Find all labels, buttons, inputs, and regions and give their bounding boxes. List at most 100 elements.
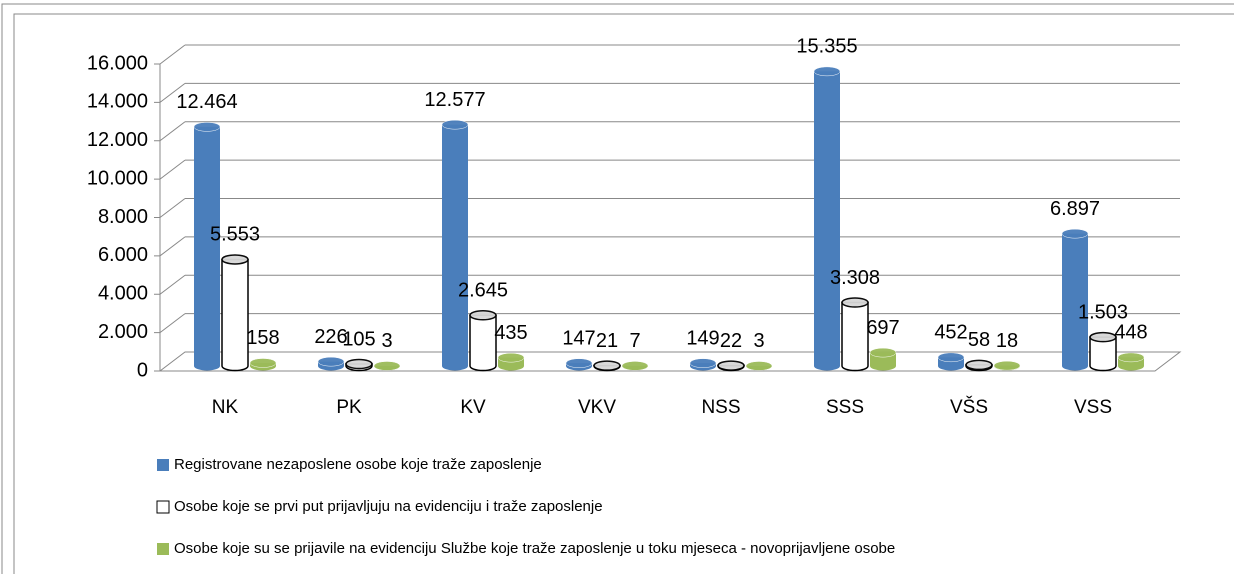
bar-top [221, 254, 249, 265]
bar [1061, 228, 1089, 371]
bar-top [193, 122, 221, 132]
y-tick-label: 2.000 [98, 321, 148, 343]
data-label: 21 [596, 330, 618, 352]
bar-top [813, 66, 841, 77]
bar-top [497, 352, 525, 363]
bar-top [717, 360, 745, 371]
data-label: 2.645 [458, 280, 508, 302]
data-label: 3 [381, 330, 392, 352]
bar [993, 360, 1021, 371]
bar-top [1117, 352, 1145, 363]
bar-top [373, 361, 401, 371]
legend-swatch [157, 543, 169, 555]
x-tick-label: VKV [578, 397, 616, 418]
data-label: 1.503 [1078, 301, 1128, 323]
bar-top [593, 360, 621, 371]
data-label: 7 [629, 330, 640, 352]
legend-label: Registrovane nezaposlene osobe koje traž… [174, 456, 542, 473]
bar-top [689, 358, 717, 368]
y-tick-label: 6.000 [98, 244, 148, 266]
bar-body [841, 301, 869, 372]
bar-top [993, 360, 1021, 371]
grid-line [159, 198, 186, 218]
bar [869, 347, 897, 371]
data-label: 158 [246, 327, 279, 349]
bar [193, 122, 221, 371]
data-label: 22 [720, 330, 742, 352]
data-label: 448 [1114, 322, 1147, 344]
bar [745, 361, 773, 371]
y-tick-label: 16.000 [87, 52, 148, 74]
grid-line [159, 159, 186, 180]
legend-swatch [157, 459, 169, 471]
grid-line [159, 44, 186, 65]
x-tick-label: NK [212, 397, 239, 418]
bar-top [937, 352, 965, 363]
bar-top [1061, 228, 1089, 239]
grid-line [159, 82, 186, 103]
y-tick-label: 14.000 [87, 91, 148, 113]
bar [373, 361, 401, 371]
data-label: 12.464 [176, 91, 237, 113]
bar-top [1089, 331, 1117, 343]
x-tick-label: VSS [1074, 397, 1112, 418]
x-tick-label: NSS [701, 397, 740, 418]
bar-top [469, 309, 497, 321]
x-tick-label: KV [460, 397, 486, 418]
y-tick-label: 4.000 [98, 283, 148, 305]
y-tick-label: 12.000 [87, 129, 148, 151]
bar [345, 358, 373, 372]
bar [621, 361, 649, 371]
data-label: 12.577 [424, 89, 485, 111]
bar [317, 356, 345, 371]
bar [717, 360, 745, 372]
bar [441, 119, 469, 371]
bar [689, 358, 717, 371]
data-label: 147 [562, 327, 595, 349]
bar-top [621, 361, 649, 371]
bar [469, 309, 497, 372]
data-label: 226 [314, 326, 347, 348]
data-label: 5.553 [210, 224, 260, 246]
bar-top [745, 361, 773, 371]
data-label: 697 [866, 317, 899, 339]
legend-label: Osobe koje se prvi put prijavljuju na ev… [174, 498, 603, 515]
data-label: 3.308 [830, 267, 880, 289]
grid-line [159, 274, 186, 295]
bar [1117, 352, 1145, 371]
x-tick-label: PK [336, 397, 362, 418]
bar-top [317, 356, 345, 367]
bar-top [965, 359, 993, 371]
bar-top [345, 358, 373, 370]
bar-top [249, 358, 277, 368]
data-label: 15.355 [796, 36, 857, 58]
bar-top [841, 297, 869, 308]
data-label: 149 [686, 327, 719, 349]
bar-body [1062, 233, 1088, 371]
bar [813, 66, 841, 371]
bar-body [870, 352, 896, 371]
bar [593, 360, 621, 372]
x-tick-label: VŠS [950, 396, 988, 418]
bar [937, 352, 965, 371]
data-label: 452 [934, 322, 967, 344]
grid-line [159, 236, 186, 257]
bar-top [441, 119, 469, 130]
data-label: 435 [494, 322, 527, 344]
bar-body [221, 258, 249, 372]
bar-body [1089, 336, 1117, 372]
legend-swatch [156, 500, 170, 514]
bar [565, 358, 593, 371]
data-label: 58 [968, 329, 990, 351]
data-label: 105 [342, 328, 375, 350]
floor [158, 351, 1182, 372]
bar-top [565, 358, 593, 368]
y-tick-label: 8.000 [98, 206, 148, 228]
bar [221, 254, 249, 372]
bar [965, 359, 993, 372]
bar-body [194, 126, 220, 371]
y-tick-label: 0 [137, 359, 148, 381]
legend-label: Osobe koje su se prijavile na evidenciju… [174, 540, 895, 557]
data-label: 18 [996, 330, 1018, 352]
